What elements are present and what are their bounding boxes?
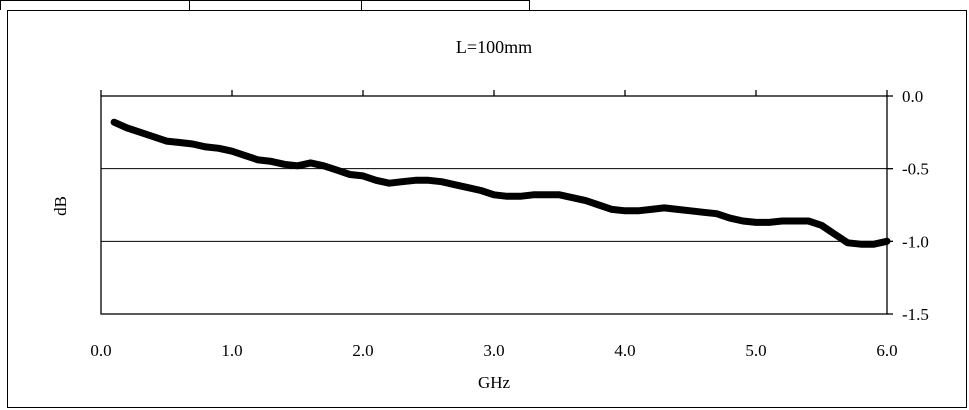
data-point [491,191,497,198]
y-tick-label: -1.0 [902,232,929,251]
plot-area [100,95,888,315]
chart-title: L=100mm [456,37,532,57]
data-point [700,209,707,216]
data-point [124,124,131,131]
data-point [595,202,602,208]
data-point [818,222,825,229]
data-point [242,152,249,159]
data-point [412,177,419,184]
x-tick-label: 4.0 [614,341,635,360]
data-point [399,178,406,185]
data-point [373,177,380,184]
data-point [163,138,170,145]
data-point [726,215,733,222]
data-point [320,162,327,169]
chart-frame [7,10,967,408]
data-point [268,158,275,165]
data-point [360,172,366,179]
data-point [805,217,812,224]
data-point [451,181,458,188]
data-point [281,161,288,168]
data-point [674,206,681,213]
y-axis-label: dB [51,196,70,216]
data-point [831,231,838,238]
x-tick-label: 1.0 [221,341,242,360]
y-tick-label: -0.5 [902,160,929,179]
data-point [779,217,786,224]
data-point [884,238,890,245]
data-point [137,129,144,136]
data-point [753,219,759,226]
data-point [150,133,157,140]
data-point [543,191,550,198]
data-point [857,241,864,248]
tab-strip-cell [189,1,361,10]
data-point [202,143,209,150]
x-tick-label: 6.0 [876,341,897,360]
x-tick-label: 3.0 [483,341,504,360]
top-tab-strip [0,0,530,10]
data-point [517,193,524,200]
data-point [766,219,773,226]
data-point [255,156,262,163]
data-point [661,204,668,211]
series-line [110,118,891,248]
data-point [386,180,393,187]
data-point [792,217,799,224]
data-point [307,159,314,166]
data-point [425,177,432,184]
data-point [556,191,563,198]
x-tick-label: 2.0 [352,341,373,360]
data-point [346,171,353,178]
y-tick-label: -1.5 [902,305,929,324]
data-point [844,239,851,246]
data-point [111,119,118,126]
data-point [569,194,576,201]
x-axis-label: GHz [478,373,511,392]
y-tick-label: 0.0 [902,87,923,106]
data-point [870,241,877,248]
x-tick-label: 5.0 [745,341,766,360]
data-point [608,206,615,213]
data-point [229,148,235,155]
data-point [333,167,340,174]
data-point [215,145,222,152]
x-tick-label: 0.0 [90,341,111,360]
data-point [648,206,655,213]
data-point [739,217,746,224]
data-point [504,193,511,200]
data-point [477,187,484,194]
data-point [687,207,694,214]
data-point [635,207,642,214]
data-point [438,178,445,185]
data-point [294,162,301,169]
data-point [464,184,471,191]
data-point [530,191,537,198]
data-point [176,139,183,146]
tab-strip-cell [361,1,529,10]
data-point [189,140,196,147]
data-point [582,197,589,204]
data-point [713,210,720,217]
data-point [622,207,628,214]
